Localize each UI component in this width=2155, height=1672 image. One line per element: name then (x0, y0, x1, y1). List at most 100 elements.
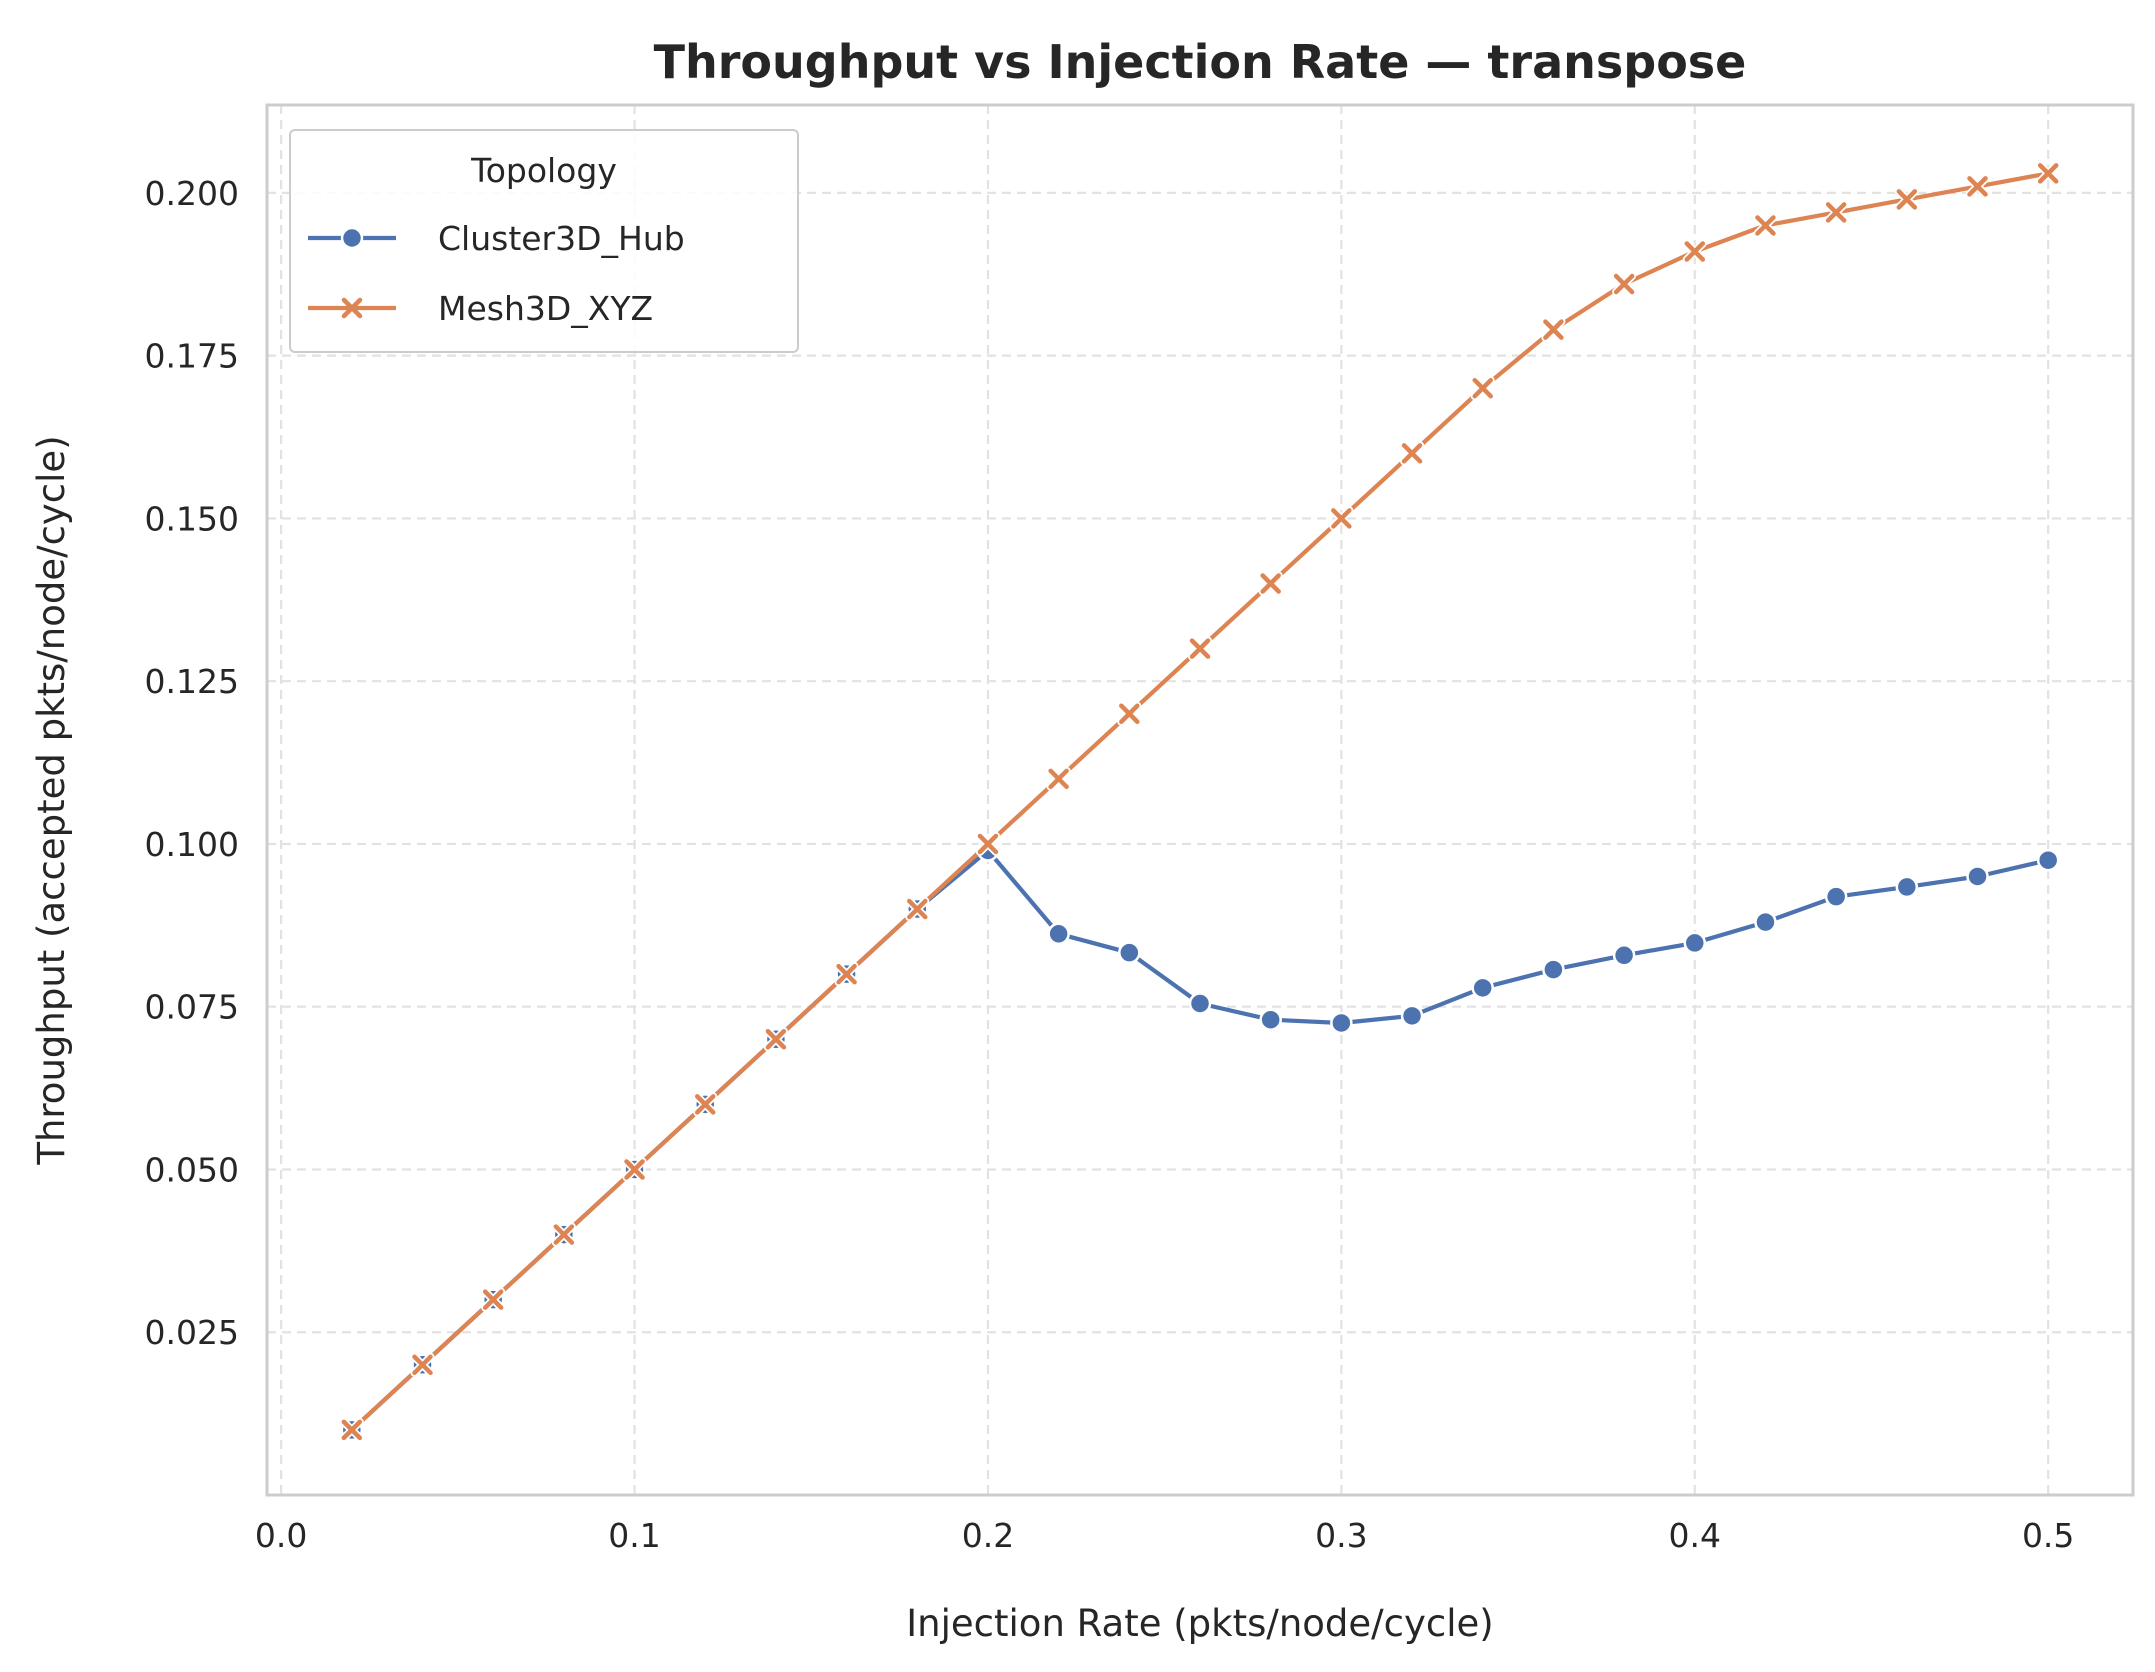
data-point (1754, 910, 1777, 934)
marker-cross (977, 833, 999, 855)
marker-cross (1048, 768, 1069, 790)
data-point (1400, 1004, 1424, 1028)
y-tick-label: 0.050 (145, 1150, 239, 1189)
x-tick-label: 0.0 (255, 1516, 307, 1555)
data-point (1683, 931, 1707, 955)
y-tick-label: 0.100 (145, 825, 239, 864)
series-line-cluster3d-hub (349, 848, 2051, 1433)
data-point (1046, 766, 1071, 791)
data-point (1329, 506, 1354, 531)
data-point (1541, 317, 1566, 342)
marker-cross (1613, 273, 1635, 295)
data-point (339, 1417, 364, 1442)
marker-cross (1472, 377, 1493, 399)
legend-entries: Cluster3D_Hub Mesh3D_XYZ (308, 219, 685, 328)
data-point (1612, 944, 1636, 967)
data-point (1753, 213, 1778, 238)
legend-marker (341, 297, 363, 319)
marker-cross (1543, 319, 1564, 340)
legend-label: Mesh3D_XYZ (438, 289, 653, 328)
data-point (1470, 376, 1495, 401)
legend: Topology Cluster3D_Hub Mesh3D_XYZ (289, 129, 799, 353)
data-point (834, 962, 859, 987)
y-axis-ticks: 0.025 0.050 0.075 0.100 0.125 0.150 0.175 0.200 (145, 174, 239, 1352)
legend-entry-cluster3d-hub: Cluster3D_Hub (308, 219, 685, 258)
marker-cross (1401, 443, 1423, 464)
marker-cross (1825, 202, 1847, 223)
data-point (905, 897, 930, 922)
marker-cross (1260, 573, 1281, 594)
data-point (622, 1157, 647, 1182)
marker-cross (1331, 508, 1352, 529)
y-tick-label: 0.075 (145, 988, 239, 1027)
data-point (1471, 976, 1494, 1000)
plot-frame (265, 103, 2135, 1497)
marker-cross (1684, 241, 1706, 262)
legend-label: Cluster3D_Hub (438, 219, 685, 258)
series-mesh3d-xyz (339, 161, 2061, 1442)
data-point (1047, 922, 1070, 946)
data-point (1966, 865, 1989, 888)
marker-cross (412, 1354, 433, 1376)
marker-cross (341, 1419, 363, 1441)
legend-entry-mesh3d-xyz: Mesh3D_XYZ (308, 289, 653, 328)
data-point (1259, 1008, 1282, 1031)
data-point (1400, 441, 1425, 466)
y-tick-label: 0.175 (145, 337, 239, 376)
x-tick-label: 0.2 (962, 1516, 1014, 1555)
legend-title: Topology (470, 151, 617, 190)
y-tick-label: 0.200 (145, 174, 239, 213)
data-point (1824, 885, 1848, 908)
x-tick-label: 0.3 (1315, 1516, 1367, 1555)
chart-title: Throughput vs Injection Rate — transpose (654, 35, 1747, 89)
marker-cross (624, 1159, 645, 1180)
data-point (975, 831, 1000, 856)
y-tick-label: 0.025 (145, 1313, 239, 1352)
marker-cross (694, 1094, 716, 1115)
x-tick-label: 0.1 (608, 1516, 660, 1555)
data-point (1188, 992, 1212, 1015)
marker-cross (482, 1289, 504, 1310)
marker-cross (1896, 189, 1918, 210)
data-point (1612, 272, 1637, 297)
series-layer (339, 161, 2061, 1442)
marker-cross (553, 1224, 575, 1245)
data-point (410, 1352, 435, 1377)
data-point (2036, 161, 2061, 186)
x-axis-label: Injection Rate (pkts/node/cycle) (906, 1602, 1493, 1645)
data-point (1682, 239, 1707, 264)
x-axis-ticks: 0.0 0.1 0.2 0.3 0.4 0.5 (255, 1516, 2075, 1555)
data-point (1118, 941, 1141, 964)
data-point (481, 1287, 506, 1312)
marker-cross (765, 1029, 787, 1050)
legend-box (289, 129, 799, 353)
data-point (1542, 958, 1565, 981)
y-axis-label: Throughput (accepted pkts/node/cycle) (30, 435, 73, 1165)
series-line-mesh3d-xyz (349, 171, 2051, 1433)
y-tick-label: 0.125 (145, 662, 239, 701)
data-point (1330, 1011, 1353, 1035)
marker-cross (907, 898, 928, 920)
data-point (1895, 875, 1919, 899)
x-tick-label: 0.4 (1669, 1516, 1721, 1555)
marker-cross (2037, 163, 2059, 184)
data-point (1188, 636, 1212, 661)
data-point (1894, 187, 1919, 212)
data-point (763, 1027, 788, 1052)
series-cluster3d-hub (340, 839, 2060, 1442)
data-point (2036, 848, 2060, 872)
data-point (693, 1092, 718, 1117)
data-point (1824, 200, 1849, 225)
marker-cross (1189, 638, 1211, 659)
x-tick-label: 0.5 (2022, 1516, 2074, 1555)
y-tick-label: 0.150 (145, 499, 239, 538)
data-point (1117, 701, 1142, 726)
marker-cross (836, 963, 857, 985)
marker-cross (1755, 215, 1776, 236)
data-point (551, 1222, 576, 1247)
data-point (1965, 174, 1990, 199)
legend-marker (340, 226, 364, 250)
marker-cross (1967, 176, 1988, 197)
